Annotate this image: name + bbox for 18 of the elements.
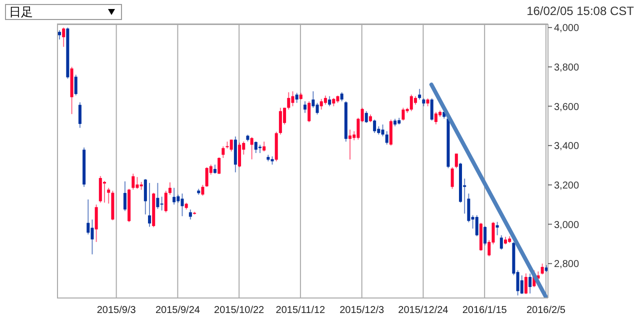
- x-tick-label: 2015/9/3: [96, 305, 136, 316]
- candlestick: [454, 153, 458, 169]
- x-tick-label: 2015/12/3: [340, 305, 385, 316]
- x-tick-label: 2016/1/15: [462, 305, 508, 316]
- y-tick-label: 2,800: [554, 259, 580, 270]
- y-tick-label: 3,800: [554, 62, 580, 74]
- y-tick-label: 3,400: [554, 141, 580, 152]
- x-tick-label: 2015/10/22: [214, 305, 265, 316]
- y-tick-label: 3,600: [554, 102, 580, 113]
- y-tick-label: 3,200: [554, 180, 580, 192]
- text: 16/02/05 15:08 CST: [526, 4, 634, 18]
- x-tick-label: 2016/2/5: [526, 305, 566, 316]
- x-tick-label: 2015/11/12: [276, 305, 326, 316]
- text: 日足: [9, 5, 33, 19]
- x-tick-label: 2015/9/24: [155, 305, 200, 316]
- y-tick-label: 3,000: [554, 220, 580, 231]
- y-tick-label: 4,000: [554, 23, 580, 34]
- x-tick-label: 2015/12/24: [398, 305, 449, 316]
